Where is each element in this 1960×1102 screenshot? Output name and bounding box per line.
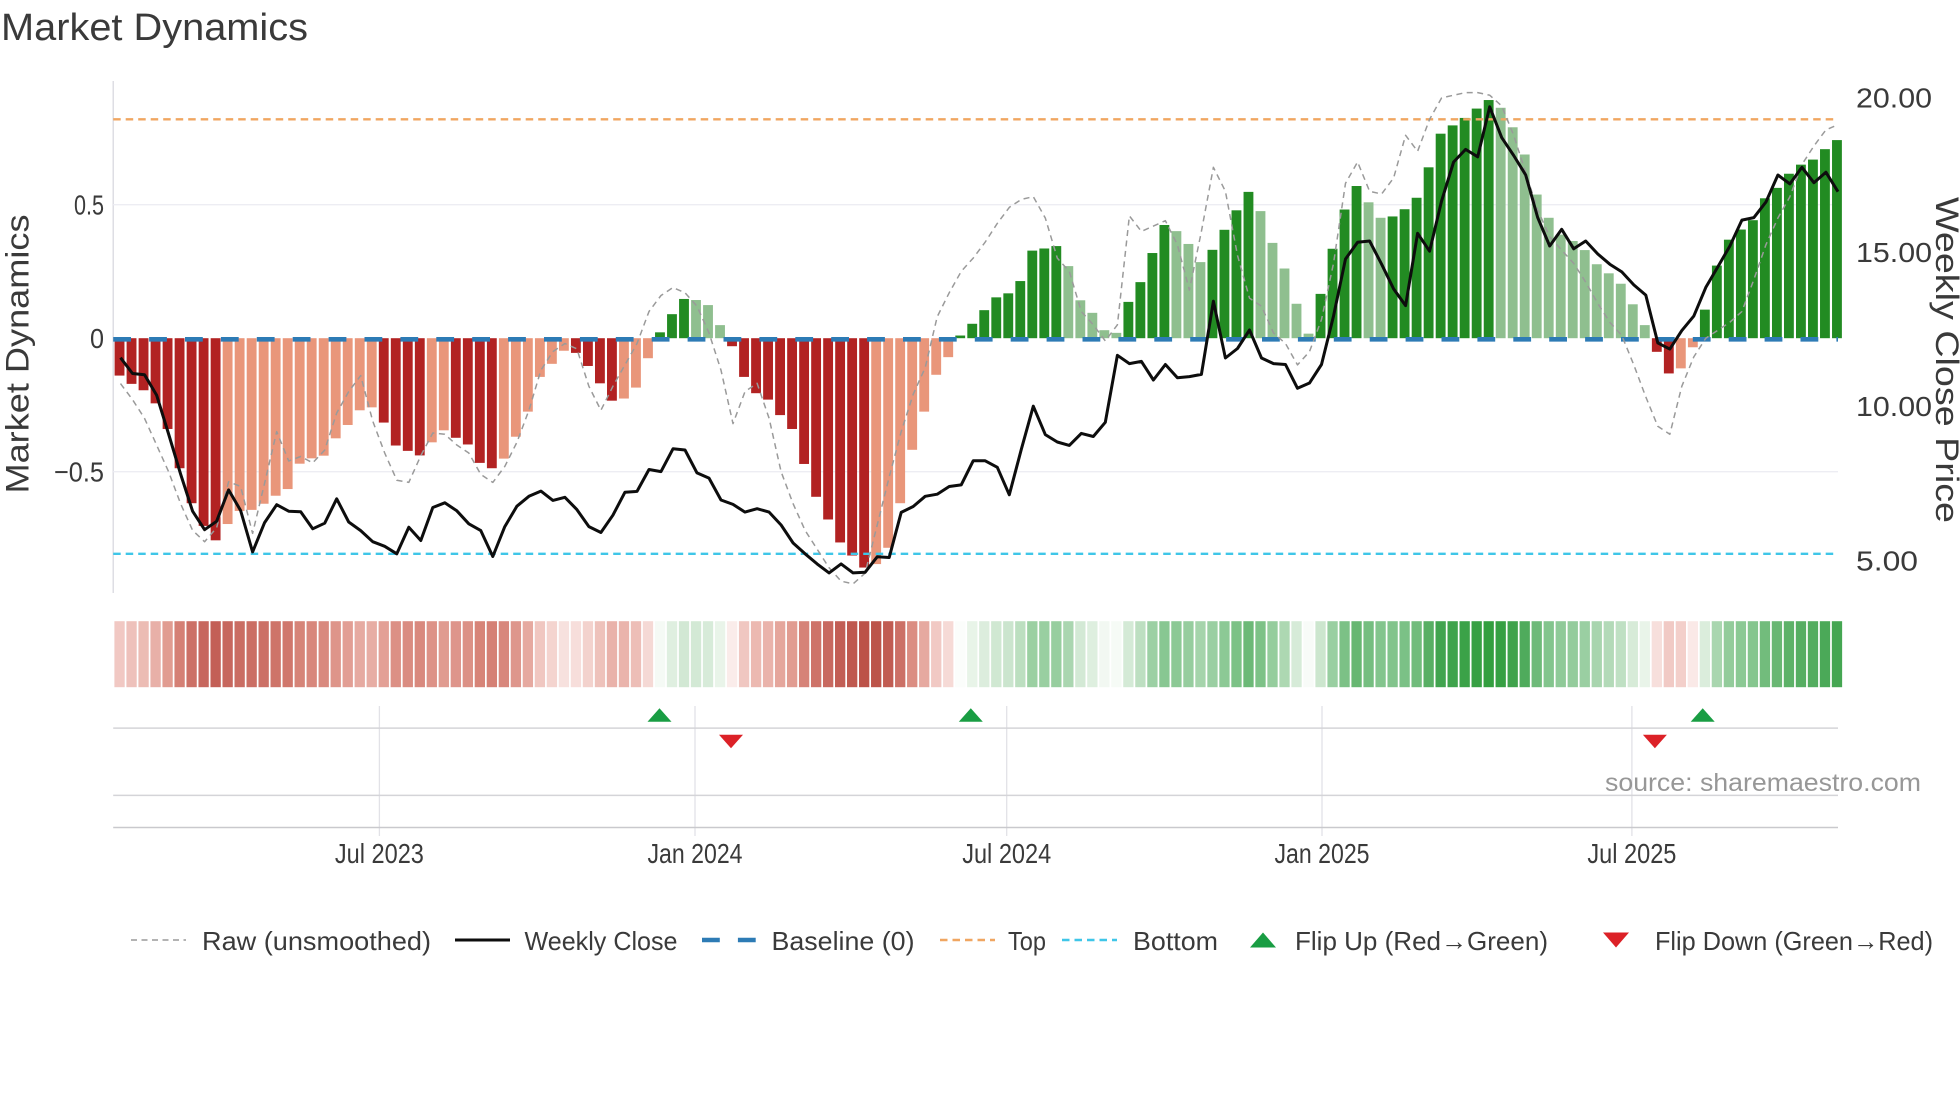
- svg-text:Jan 2024: Jan 2024: [648, 838, 743, 869]
- svg-text:Top: Top: [1008, 926, 1046, 956]
- svg-text:Market Dynamics: Market Dynamics: [0, 215, 36, 494]
- svg-text:Market Dynamics: Market Dynamics: [1, 7, 308, 49]
- svg-text:Flip Down (Green→Red): Flip Down (Green→Red): [1655, 926, 1933, 956]
- svg-text:Weekly Close Price: Weekly Close Price: [1929, 197, 1960, 523]
- svg-text:Jul 2024: Jul 2024: [962, 838, 1051, 869]
- svg-text:Weekly Close: Weekly Close: [525, 926, 678, 956]
- svg-text:Bottom: Bottom: [1133, 926, 1218, 956]
- svg-text:Raw (unsmoothed): Raw (unsmoothed): [202, 926, 431, 956]
- svg-text:Flip Up (Red→Green): Flip Up (Red→Green): [1295, 926, 1548, 956]
- svg-text:0.5: 0.5: [74, 190, 104, 221]
- svg-text:20.00: 20.00: [1856, 83, 1932, 114]
- svg-text:0: 0: [90, 323, 104, 354]
- svg-text:source: sharemaestro.com: source: sharemaestro.com: [1605, 769, 1921, 797]
- svg-text:Jan 2025: Jan 2025: [1275, 838, 1370, 869]
- svg-text:10.00: 10.00: [1856, 391, 1932, 422]
- svg-text:Jul 2023: Jul 2023: [335, 838, 424, 869]
- svg-text:−0.5: −0.5: [54, 457, 104, 488]
- svg-text:5.00: 5.00: [1856, 545, 1918, 576]
- svg-text:15.00: 15.00: [1856, 237, 1932, 268]
- svg-text:Jul 2025: Jul 2025: [1587, 838, 1676, 869]
- svg-text:Baseline (0): Baseline (0): [772, 926, 915, 956]
